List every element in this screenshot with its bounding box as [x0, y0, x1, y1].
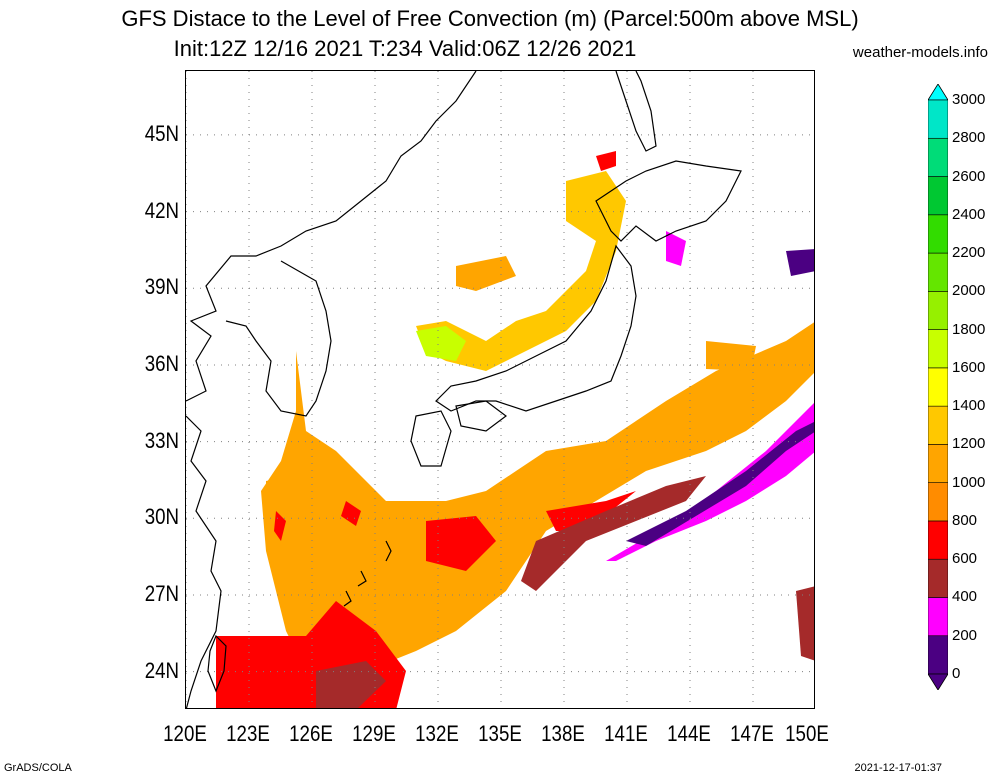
field-orange-west — [266, 471, 336, 561]
colorbar-swatch-12 — [928, 176, 948, 216]
coast-sakhalin — [615, 71, 657, 152]
colorbar-arrow-low — [928, 673, 948, 690]
coast-korea — [225, 260, 332, 417]
field-orange-band — [261, 322, 814, 671]
lon-label-126E: 126E — [289, 721, 333, 746]
lon-label-123E: 123E — [226, 721, 270, 746]
colorbar-swatch-0 — [928, 635, 948, 675]
title-line2: Init:12Z 12/16 2021 T:234 Valid:06Z 12/2… — [173, 36, 637, 61]
field-red-spot2 — [341, 501, 361, 526]
colorbar-label-2600: 2600 — [952, 167, 986, 185]
colorbar-swatch-11 — [928, 214, 948, 254]
map-canvas — [186, 71, 814, 708]
colorbar-swatch-10 — [928, 252, 948, 292]
field-yellowgreen — [416, 326, 466, 361]
lon-label-129E: 129E — [352, 721, 396, 746]
colorbar-label-1200: 1200 — [952, 435, 986, 453]
field-yellow-north — [566, 171, 626, 241]
field-red-mid — [426, 516, 496, 571]
colorbar-label-2400: 2400 — [952, 205, 986, 223]
colorbar-label-2000: 2000 — [952, 282, 986, 300]
lon-label-141E: 141E — [604, 721, 648, 746]
colorbar-label-1400: 1400 — [952, 397, 986, 415]
colorbar-label-800: 800 — [952, 511, 978, 529]
colorbar — [928, 84, 948, 690]
coast-hokkaido — [595, 160, 742, 242]
lat-label-24N: 24N — [144, 657, 179, 683]
field-magenta-ne — [666, 231, 686, 266]
colorbar-label-2200: 2200 — [952, 244, 986, 262]
coast-ryukyu2 — [357, 570, 367, 587]
footer-right: 2021-12-17-01:37 — [854, 762, 942, 774]
lat-label-30N: 30N — [144, 504, 179, 530]
colorbar-swatch-4 — [928, 482, 948, 522]
colorbar-label-0: 0 — [952, 665, 961, 682]
coastlines — [186, 71, 742, 708]
lon-label-147E: 147E — [730, 721, 774, 746]
colorbar-swatch-2 — [928, 558, 948, 598]
coast-ryukyu1 — [385, 540, 392, 562]
map-gridlines — [186, 71, 814, 708]
field-indigo-band — [626, 422, 814, 546]
lat-label-36N: 36N — [144, 350, 179, 376]
lat-label-27N: 27N — [144, 580, 179, 606]
lat-label-39N: 39N — [144, 274, 179, 300]
site-watermark: weather-models.info — [852, 44, 988, 61]
colorbar-arrow-high — [928, 84, 948, 101]
colorbar-swatch-6 — [928, 405, 948, 445]
footer-left: GrADS/COLA — [4, 762, 72, 774]
lon-label-132E: 132E — [415, 721, 459, 746]
colorbar-swatch-7 — [928, 367, 948, 407]
map-plot-area — [185, 70, 815, 709]
colorbar-swatch-1 — [928, 597, 948, 637]
field-magenta-band — [606, 403, 814, 561]
lon-label-120E: 120E — [163, 721, 207, 746]
colorbar-swatch-8 — [928, 329, 948, 369]
field-red-north — [596, 151, 616, 171]
colorbar-swatch-14 — [928, 99, 948, 139]
colorbar-label-1000: 1000 — [952, 473, 986, 491]
lat-label-45N: 45N — [144, 120, 179, 146]
coast-ryukyu3 — [343, 590, 352, 607]
colorbar-label-1600: 1600 — [952, 358, 986, 376]
colorbar-label-1800: 1800 — [952, 320, 986, 338]
lon-label-135E: 135E — [478, 721, 522, 746]
lon-label-150E: 150E — [785, 721, 829, 746]
lon-label-144E: 144E — [667, 721, 711, 746]
field-orange-sea — [456, 256, 516, 291]
colorbar-label-200: 200 — [952, 626, 978, 644]
field-brown-east — [796, 586, 814, 661]
coast-taiwan — [207, 634, 227, 693]
coast-honshu — [435, 244, 637, 412]
colorbar-swatch-3 — [928, 520, 948, 560]
field-indigo-ne — [786, 249, 814, 276]
colorbar-swatch-5 — [928, 444, 948, 483]
colorbar-label-400: 400 — [952, 588, 978, 606]
title-line1: GFS Distace to the Level of Free Convect… — [121, 6, 859, 31]
lat-label-42N: 42N — [144, 197, 179, 223]
field-orange-ne — [706, 341, 756, 371]
colorbar-label-2800: 2800 — [952, 129, 986, 147]
field-brown-south — [316, 661, 386, 708]
coast-kyushu — [410, 410, 452, 467]
coast-mainland — [186, 71, 477, 402]
coast-china — [186, 415, 222, 708]
lfc-field — [216, 151, 814, 708]
colorbar-swatch-13 — [928, 137, 948, 177]
field-red-east — [546, 491, 636, 531]
lon-label-138E: 138E — [541, 721, 585, 746]
colorbar-swatch-9 — [928, 291, 948, 330]
lat-label-33N: 33N — [144, 427, 179, 453]
colorbar-label-600: 600 — [952, 550, 978, 568]
colorbar-label-3000: 3000 — [952, 91, 986, 108]
coast-shikoku — [455, 400, 507, 432]
field-brown-band — [521, 476, 706, 591]
